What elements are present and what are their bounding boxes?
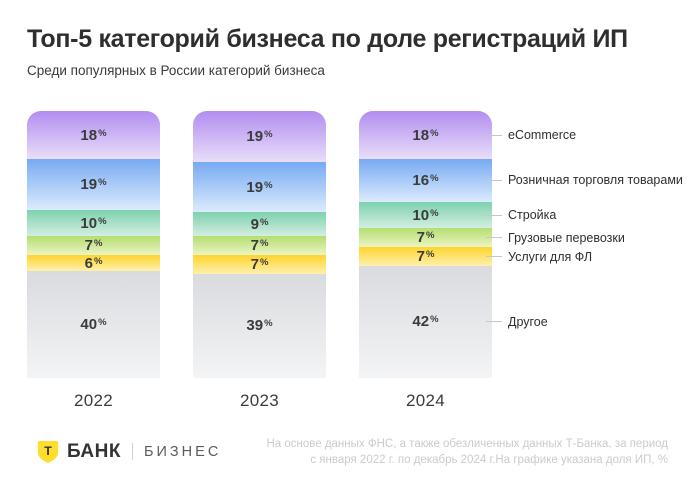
segment-2022-6: 40% xyxy=(27,271,160,378)
logo-divider xyxy=(131,443,133,461)
source-note-line2: с января 2022 г. по декабрь 2024 г.На гр… xyxy=(310,453,668,466)
source-note-line1: На основе данных ФНС, а также обезличенн… xyxy=(266,437,668,450)
page-subtitle: Среди популярных в России категорий бизн… xyxy=(27,63,325,78)
leader-line xyxy=(486,134,502,136)
segment-value-label: 19% xyxy=(246,127,273,145)
segment-2024-4: 7% xyxy=(359,228,492,248)
segment-value-label: 40% xyxy=(80,316,107,334)
year-label-2023: 2023 xyxy=(239,391,280,410)
segment-2023-4: 7% xyxy=(193,236,326,256)
legend-label: eCommerce xyxy=(508,128,577,143)
tbank-shield-icon: Т xyxy=(37,440,59,463)
segment-2023-3: 9% xyxy=(193,212,326,237)
segment-value-label: 7% xyxy=(416,229,435,247)
segment-2023-2: 19% xyxy=(193,161,326,213)
segment-value-label: 6% xyxy=(84,255,103,272)
segment-value-label: 19% xyxy=(246,178,273,196)
segment-value-label: 9% xyxy=(250,215,269,233)
legend-item: Стройка xyxy=(486,208,556,222)
legend-label: Розничная торговля товарами xyxy=(508,173,683,188)
leader-line xyxy=(486,321,502,323)
bar-stack-2023: 19% 19% 9% 7% 7% 39% xyxy=(193,111,326,378)
segment-value-label: 7% xyxy=(84,237,103,255)
logo-bank-text: БАНК xyxy=(67,440,121,462)
segment-2022-2: 19% xyxy=(27,159,160,210)
legend-item: Другое xyxy=(486,315,548,329)
page-title: Топ-5 категорий бизнеса по доле регистра… xyxy=(27,25,628,53)
legend-label: Стройка xyxy=(508,208,557,223)
legend: eCommerce Розничная торговля товарами Стро… xyxy=(486,111,696,378)
year-label-2022: 2022 xyxy=(73,391,114,410)
segment-2023-1: 19% xyxy=(193,111,326,162)
segment-value-label: 7% xyxy=(250,237,269,255)
bar-column-2022: 18% 19% 10% 7% 6% 40% 2022 xyxy=(27,111,160,411)
segment-value-label: 18% xyxy=(80,126,107,144)
source-note: На основе данных ФНС, а также обезличенн… xyxy=(266,436,668,468)
shield-letter: Т xyxy=(44,444,52,458)
segment-2022-3: 10% xyxy=(27,209,160,237)
legend-item: Грузовые перевозки xyxy=(486,231,625,245)
columns: 18% 19% 10% 7% 6% 40% 2022 19% 19% 9% 7% 7% 39% 2023 1… xyxy=(27,111,492,411)
segment-2024-5: 7% xyxy=(359,247,492,266)
leader-line xyxy=(486,237,502,239)
segment-2024-3: 10% xyxy=(359,201,492,229)
leader-line xyxy=(486,214,502,216)
bar-column-2023: 19% 19% 9% 7% 7% 39% 2023 xyxy=(193,111,326,411)
bar-stack-2022: 18% 19% 10% 7% 6% 40% xyxy=(27,111,160,378)
segment-value-label: 16% xyxy=(412,171,439,189)
header: Топ-5 категорий бизнеса по доле регистра… xyxy=(0,0,696,78)
bar-column-2024: 18% 16% 10% 7% 7% 42% 2024 xyxy=(359,111,492,411)
legend-label: Другое xyxy=(508,314,548,329)
segment-2024-1: 18% xyxy=(359,111,492,160)
legend-item: Услуги для ФЛ xyxy=(486,250,592,264)
segment-value-label: 7% xyxy=(416,247,435,265)
year-label-2024: 2024 xyxy=(405,391,446,410)
legend-label: Услуги для ФЛ xyxy=(508,249,593,264)
segment-2023-6: 39% xyxy=(193,273,326,378)
segment-value-label: 39% xyxy=(246,317,273,335)
legend-label: Грузовые перевозки xyxy=(508,230,625,245)
leader-line xyxy=(486,179,502,181)
footer: Т БАНК БИЗНЕС На основе данных ФНС, а та… xyxy=(0,436,696,468)
tbank-logo: Т БАНК БИЗНЕС xyxy=(37,440,221,464)
segment-2022-4: 7% xyxy=(27,236,160,256)
leader-line xyxy=(486,256,502,257)
segment-value-label: 42% xyxy=(412,313,439,331)
segment-2024-6: 42% xyxy=(359,265,492,378)
bar-stack-2024: 18% 16% 10% 7% 7% 42% xyxy=(359,111,492,378)
segment-value-label: 18% xyxy=(412,126,439,144)
segment-value-label: 19% xyxy=(80,175,107,193)
segment-2022-1: 18% xyxy=(27,111,160,160)
segment-2022-5: 6% xyxy=(27,255,160,272)
stacked-bar-chart: 18% 19% 10% 7% 6% 40% 2022 19% 19% 9% 7% 7% 39% 2023 1… xyxy=(0,111,696,419)
segment-value-label: 7% xyxy=(250,255,269,273)
segment-2024-2: 16% xyxy=(359,159,492,202)
legend-item: Розничная торговля товарами xyxy=(486,173,683,187)
segment-2023-5: 7% xyxy=(193,255,326,274)
segment-value-label: 10% xyxy=(80,214,107,232)
logo-product-text: БИЗНЕС xyxy=(143,443,222,460)
legend-item: eCommerce xyxy=(486,128,576,142)
segment-value-label: 10% xyxy=(412,206,439,224)
